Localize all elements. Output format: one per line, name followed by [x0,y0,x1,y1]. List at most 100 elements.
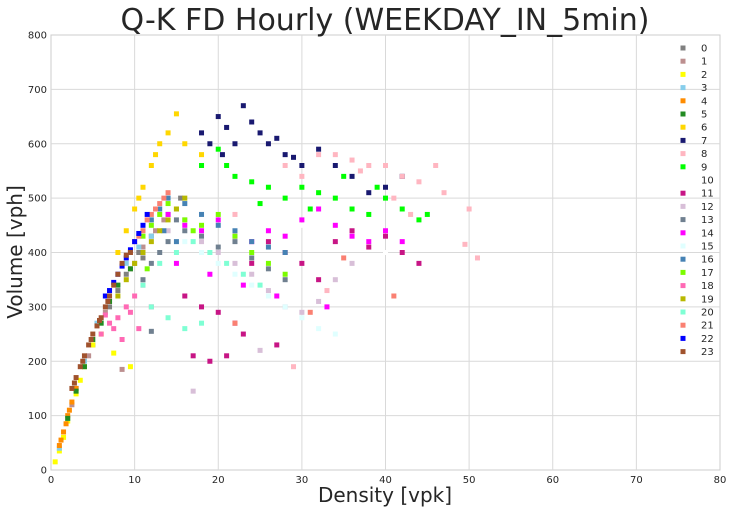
data-point-series-20 [182,326,188,332]
data-point-series-11 [249,260,255,266]
data-point-series-18 [136,326,142,332]
data-point-series-8 [462,241,468,247]
data-point-series-13 [215,244,221,250]
data-point-series-9 [399,206,405,212]
data-point-series-17 [199,222,205,228]
data-point-series-11 [399,250,405,255]
data-point-series-15 [199,250,205,255]
data-point-series-22 [123,255,129,261]
data-point-series-7 [249,119,255,125]
y-tick-label: 200 [28,357,47,368]
data-point-series-5 [127,266,133,272]
data-point-series-15 [215,260,221,266]
data-point-series-23 [98,315,104,321]
data-point-series-23 [90,331,96,337]
data-point-series-15 [232,271,238,277]
data-point-series-20 [199,320,205,326]
data-point-series-22 [107,288,113,294]
data-point-series-6 [153,152,159,158]
legend-marker-21 [680,322,686,328]
data-point-series-2 [56,448,62,454]
data-point-series-16 [232,228,238,234]
data-point-series-21 [148,211,154,217]
data-point-series-8 [391,195,397,201]
data-point-series-7 [215,114,221,120]
data-point-series-13 [182,228,188,234]
data-point-series-9 [299,184,305,190]
data-point-series-12 [249,271,255,277]
data-point-series-11 [349,228,355,234]
data-point-series-20 [148,304,154,310]
data-point-series-4 [66,407,72,413]
data-point-series-3 [123,260,129,266]
data-point-series-16 [249,239,255,245]
data-point-series-11 [274,342,280,348]
data-point-series-21 [144,217,150,223]
data-point-series-8 [408,211,414,217]
data-point-series-4 [73,385,79,391]
data-point-series-1 [119,366,125,372]
data-point-series-1 [86,353,92,359]
data-point-series-6 [136,195,142,201]
data-point-series-5 [81,364,87,370]
legend-label-12: 12 [701,202,714,213]
data-point-series-7 [207,141,213,147]
data-point-series-13 [232,239,238,245]
legend-marker-9 [680,164,686,170]
data-point-series-9 [349,206,355,212]
legend-marker-12 [680,203,686,209]
data-point-series-10 [383,250,388,255]
legend-marker-19 [680,296,686,302]
legend-label-16: 16 [701,255,714,266]
data-point-series-21 [161,195,167,201]
data-point-series-23 [80,358,86,364]
y-tick-label: 400 [28,248,47,259]
data-point-series-9 [416,217,422,223]
data-point-series-0 [178,195,184,201]
data-point-series-14 [366,239,372,245]
data-point-series-8 [324,288,330,294]
data-point-series-2 [61,434,67,440]
data-point-series-16 [157,206,163,212]
legend-marker-16 [680,256,686,262]
data-point-series-14 [240,282,246,288]
data-point-series-6 [148,163,154,168]
data-point-series-23 [123,252,129,258]
data-point-series-8 [399,173,405,179]
data-point-series-11 [383,233,388,239]
legend-label-21: 21 [701,321,714,332]
data-point-series-7 [224,124,230,130]
data-point-series-7 [349,173,355,179]
legend-label-15: 15 [701,242,714,253]
data-point-series-19 [140,250,146,255]
data-point-series-11 [224,353,230,359]
legend-label-7: 7 [701,136,707,147]
x-tick-label: 20 [212,475,225,486]
data-point-series-8 [232,211,238,217]
data-point-series-22 [119,263,125,269]
legend-label-4: 4 [701,96,707,107]
data-point-series-21 [391,293,397,299]
data-point-series-7 [316,146,322,152]
data-point-series-23 [111,282,117,288]
y-tick-label: 500 [28,194,47,205]
x-tick-label: 10 [128,475,141,486]
data-point-series-8 [383,163,388,168]
data-point-series-15 [182,239,188,245]
data-point-series-23 [77,364,83,370]
y-tick-label: 0 [41,466,47,477]
data-point-series-22 [132,239,138,245]
data-points [52,103,480,465]
data-point-series-17 [282,271,288,277]
data-point-series-13 [173,217,179,223]
data-point-series-23 [88,337,94,342]
data-point-series-13 [199,233,205,239]
legend-label-23: 23 [701,347,714,358]
data-point-series-9 [307,206,313,212]
data-point-series-15 [265,293,271,299]
data-point-series-12 [215,250,221,255]
legend-label-0: 0 [701,44,707,55]
data-point-series-8 [349,157,355,163]
data-point-series-7 [282,152,288,158]
data-point-series-7 [299,163,305,168]
